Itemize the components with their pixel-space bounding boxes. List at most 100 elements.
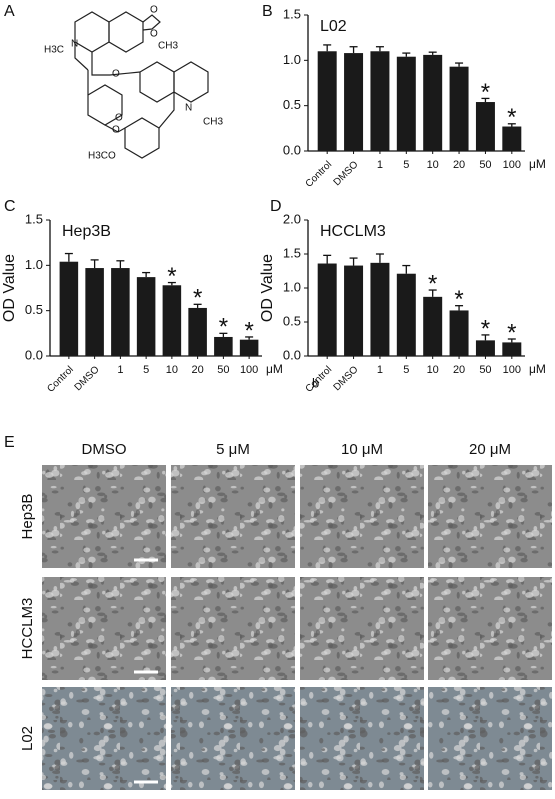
error-bar (323, 254, 332, 264)
bar (344, 265, 364, 356)
micrograph (428, 465, 552, 568)
bar (423, 296, 443, 356)
significance-star: * (167, 263, 176, 290)
error-bar (219, 332, 228, 337)
bar (188, 307, 207, 356)
atom-label: O (112, 125, 120, 136)
y-tick-label: 0.0 (25, 347, 43, 362)
bar (449, 66, 469, 151)
micrograph (42, 577, 166, 680)
annotation: b (312, 375, 319, 390)
error-bar (167, 281, 176, 286)
micrograph (171, 687, 295, 790)
x-tick-label: DMSO (73, 364, 102, 393)
bar (370, 51, 390, 152)
y-axis-label: OD Value (259, 254, 276, 322)
y-tick-label: 0.0 (283, 142, 301, 157)
panel-label: C (4, 198, 16, 215)
column-header: 5 μM (216, 441, 250, 458)
error-bar (323, 44, 332, 52)
bar (59, 261, 79, 356)
x-unit-label: μM (529, 157, 546, 171)
micrograph (42, 465, 166, 568)
significance-star: * (507, 104, 516, 131)
micrograph (171, 465, 295, 568)
panel-label: A (4, 3, 15, 20)
significance-star: * (481, 79, 490, 106)
error-bar (64, 252, 73, 262)
x-tick-label: 50 (479, 364, 491, 376)
atom-label: CH3 (158, 41, 178, 52)
x-unit-label: μM (266, 362, 283, 376)
row-label: Hep3B (19, 494, 36, 540)
column-header: 10 μM (341, 441, 383, 458)
atom-label: H3CO (88, 151, 116, 162)
bar (136, 277, 156, 356)
atom-label: CH3 (203, 117, 223, 128)
x-tick-label: 5 (403, 159, 409, 171)
x-tick-label: 1 (377, 364, 383, 376)
bar (475, 340, 495, 356)
x-tick-label: 20 (192, 364, 204, 376)
y-tick-label: 1.5 (283, 6, 301, 21)
bar (396, 56, 416, 151)
error-bar (193, 303, 202, 308)
bar (239, 339, 259, 356)
significance-star: * (219, 314, 228, 341)
x-tick-label: 10 (166, 364, 178, 376)
chart-title: HCCLM3 (320, 223, 386, 240)
atom-label: O (150, 5, 158, 16)
error-bar (349, 46, 358, 54)
error-bar (455, 305, 464, 311)
chemical-structure (74, 11, 209, 159)
micrograph (300, 465, 424, 568)
column-header: DMSO (82, 441, 127, 458)
x-tick-label: 20 (453, 364, 465, 376)
error-bar (402, 52, 411, 57)
error-bar (507, 123, 516, 127)
x-tick-label: 5 (143, 364, 149, 376)
error-bar (375, 253, 384, 263)
micrograph (42, 687, 166, 790)
bar (344, 53, 364, 151)
error-bar (428, 289, 437, 297)
bar (111, 268, 130, 356)
significance-star: * (428, 270, 437, 297)
error-bar (481, 334, 490, 341)
x-tick-label: 20 (453, 159, 465, 171)
y-tick-label: 0.5 (283, 97, 301, 112)
atom-label: O (150, 29, 158, 40)
y-tick-label: 2.0 (283, 211, 301, 226)
bar (317, 51, 337, 152)
micrograph (171, 577, 295, 680)
error-bar (507, 338, 516, 343)
x-tick-label: 5 (403, 364, 409, 376)
y-tick-label: 1.0 (25, 257, 43, 272)
x-tick-label: DMSO (332, 159, 361, 188)
x-tick-label: 10 (427, 159, 439, 171)
x-tick-label: DMSO (332, 364, 361, 393)
x-tick-label: 100 (503, 159, 521, 171)
significance-star: * (454, 286, 463, 313)
micrograph (428, 687, 552, 790)
y-tick-label: 1.0 (283, 279, 301, 294)
error-bar (349, 257, 358, 266)
y-tick-label: 1.5 (283, 245, 301, 260)
atom-label: N (185, 103, 192, 114)
y-tick-label: 1.5 (25, 211, 43, 226)
chart-title: L02 (320, 18, 347, 35)
panel-label: E (4, 434, 15, 451)
bar (370, 262, 390, 356)
x-tick-label: 100 (503, 364, 521, 376)
bar (317, 263, 337, 356)
row-label: HCCLM3 (19, 598, 36, 660)
y-tick-label: 1.0 (283, 52, 301, 67)
error-bar (402, 264, 411, 274)
bar (423, 54, 443, 151)
x-tick-label: 1 (377, 159, 383, 171)
x-tick-label: 10 (427, 364, 439, 376)
atom-label: H3C (44, 45, 64, 56)
x-unit-label: μM (529, 362, 546, 376)
y-tick-label: 0.5 (25, 302, 43, 317)
